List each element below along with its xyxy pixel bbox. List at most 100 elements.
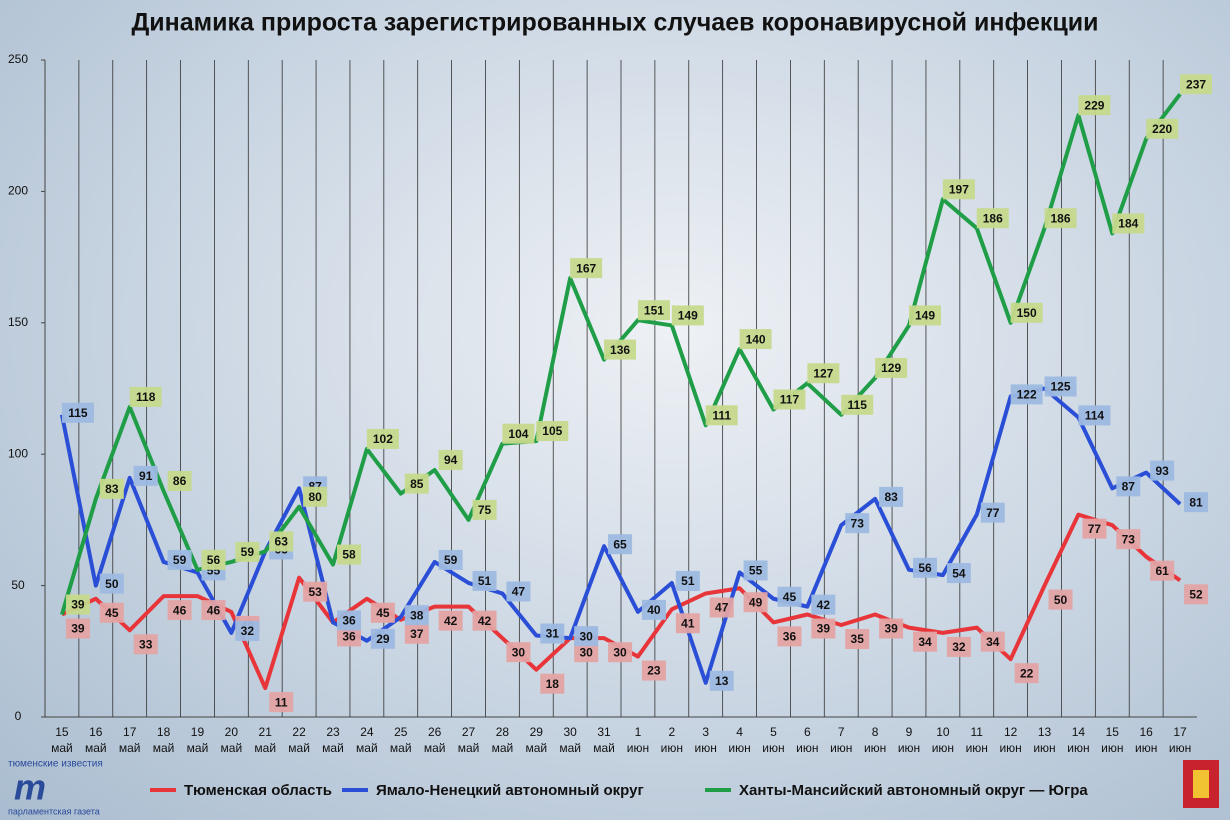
legend-label: Ямало-Ненецкий автономный округ xyxy=(376,782,644,799)
data-label: 122 xyxy=(1017,388,1037,402)
data-label-box xyxy=(337,610,361,631)
data-label-box xyxy=(913,557,937,578)
logo-mark: т xyxy=(14,767,46,808)
data-label: 36 xyxy=(342,614,356,628)
data-label-box xyxy=(1044,376,1077,397)
data-label: 102 xyxy=(373,432,393,446)
x-tick-label: 4 июн xyxy=(728,725,751,755)
data-label: 39 xyxy=(817,622,831,636)
data-label: 149 xyxy=(678,309,698,323)
data-label-box xyxy=(472,499,497,520)
data-label: 39 xyxy=(71,598,85,612)
data-label: 29 xyxy=(376,632,390,646)
data-label: 46 xyxy=(207,603,221,617)
x-tick-label: 29 май xyxy=(525,725,548,755)
x-tick-label: 3 июн xyxy=(694,725,717,755)
data-label: 167 xyxy=(576,261,596,275)
data-label-box xyxy=(99,602,124,623)
data-label-box xyxy=(641,599,666,620)
y-tick-label: 0 xyxy=(15,709,22,723)
data-label-box xyxy=(536,421,569,442)
data-label-box xyxy=(675,570,700,591)
data-label-box xyxy=(133,465,158,486)
x-tick-label: 1 июн xyxy=(626,725,650,755)
data-label: 114 xyxy=(1085,409,1105,423)
series-line xyxy=(59,386,1182,685)
x-tick-label: 16 июн xyxy=(1135,725,1158,755)
data-label: 77 xyxy=(1088,522,1102,536)
data-label-box xyxy=(65,594,90,615)
y-tick-label: 250 xyxy=(8,52,28,66)
emblem-inner xyxy=(1193,770,1209,798)
data-label-box xyxy=(1184,584,1209,605)
x-tick-label: 23 май xyxy=(322,725,344,755)
data-label-box xyxy=(946,563,971,584)
x-tick-label: 18 май xyxy=(152,725,175,755)
data-label-box xyxy=(438,449,463,470)
data-label-box xyxy=(1112,213,1145,234)
data-label: 32 xyxy=(952,640,966,654)
data-label-box xyxy=(404,605,429,626)
data-label: 45 xyxy=(105,606,119,620)
data-label-box xyxy=(404,623,429,644)
data-label-box xyxy=(942,179,975,200)
data-label: 11 xyxy=(275,695,288,709)
data-label-box xyxy=(1048,589,1073,610)
data-label: 197 xyxy=(949,182,969,196)
data-label-box xyxy=(438,549,463,570)
data-label: 41 xyxy=(681,616,695,630)
data-label-box xyxy=(99,478,124,499)
logo-text: парламентская газета xyxy=(8,806,100,816)
data-label-box xyxy=(235,541,260,562)
data-label-box xyxy=(337,544,361,565)
data-label-box xyxy=(337,626,361,647)
data-label: 30 xyxy=(512,645,526,659)
data-label: 80 xyxy=(308,490,322,504)
data-label-box xyxy=(1078,95,1111,116)
data-label: 45 xyxy=(783,590,797,604)
data-label-box xyxy=(637,300,670,321)
data-label-box xyxy=(1184,492,1209,513)
data-label-box xyxy=(739,329,772,350)
data-label: 38 xyxy=(410,608,424,622)
data-label-box xyxy=(641,660,666,681)
data-label: 136 xyxy=(610,343,630,357)
data-label-box xyxy=(404,473,429,494)
x-tick-label: 13 июн xyxy=(1033,725,1056,755)
data-label: 37 xyxy=(410,627,424,641)
x-tick-label: 26 май xyxy=(423,725,446,755)
data-label: 36 xyxy=(783,630,797,644)
data-label-box xyxy=(875,357,908,378)
data-label-box xyxy=(303,581,328,602)
data-label: 18 xyxy=(546,677,560,691)
data-label-box xyxy=(980,631,1005,652)
data-label: 127 xyxy=(813,366,833,380)
data-label: 53 xyxy=(308,585,322,599)
data-label-box xyxy=(608,642,633,663)
data-label-box xyxy=(167,549,192,570)
data-label-box xyxy=(1044,208,1077,229)
data-label: 73 xyxy=(851,516,865,530)
data-label: 23 xyxy=(647,664,661,678)
data-label-box xyxy=(841,394,874,415)
chart-title: Динамика прироста зарегистрированных слу… xyxy=(131,9,1098,37)
data-label-box xyxy=(1146,118,1179,139)
data-label: 111 xyxy=(712,408,731,422)
y-tick-label: 100 xyxy=(8,446,28,460)
data-label-box xyxy=(540,673,565,694)
data-label: 47 xyxy=(512,585,526,599)
data-label-box xyxy=(1116,529,1141,550)
data-label-box xyxy=(1014,663,1039,684)
data-label: 50 xyxy=(1054,593,1068,607)
data-label: 54 xyxy=(952,566,966,580)
data-label-box xyxy=(1010,384,1043,405)
data-label-box xyxy=(709,670,734,691)
data-label: 150 xyxy=(1017,306,1037,320)
data-label-box xyxy=(980,502,1005,523)
data-label: 59 xyxy=(173,553,187,567)
data-label: 61 xyxy=(1155,564,1169,578)
data-label-box xyxy=(1116,476,1141,497)
data-label: 115 xyxy=(68,406,88,420)
